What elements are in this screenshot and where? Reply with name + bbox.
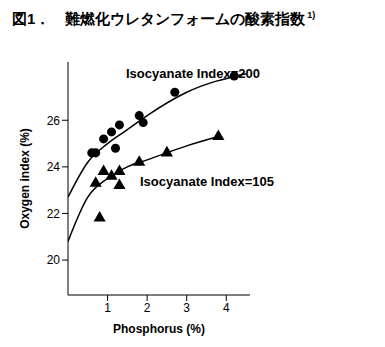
svg-text:24: 24: [47, 160, 61, 174]
svg-text:Oxygen index (%): Oxygen index (%): [18, 128, 32, 229]
svg-text:22: 22: [47, 207, 61, 221]
svg-text:2: 2: [144, 301, 151, 315]
svg-text:20: 20: [47, 253, 61, 267]
html-text:図1． 難燃化ウレタンフォームの酸素指数1): 図1． 難燃化ウレタンフォームの酸素指数1): [12, 10, 316, 27]
html-text:Isocyanate Index=200: Isocyanate Index=200: [126, 66, 261, 81]
html-text:Isocyanate Index=105: Isocyanate Index=105: [140, 174, 275, 189]
svg-text:1: 1: [104, 301, 111, 315]
svg-text:4: 4: [223, 301, 230, 315]
svg-text:3: 3: [183, 301, 190, 315]
svg-text:26: 26: [47, 114, 61, 128]
svg-text:Phosphorus (%): Phosphorus (%): [113, 322, 205, 336]
